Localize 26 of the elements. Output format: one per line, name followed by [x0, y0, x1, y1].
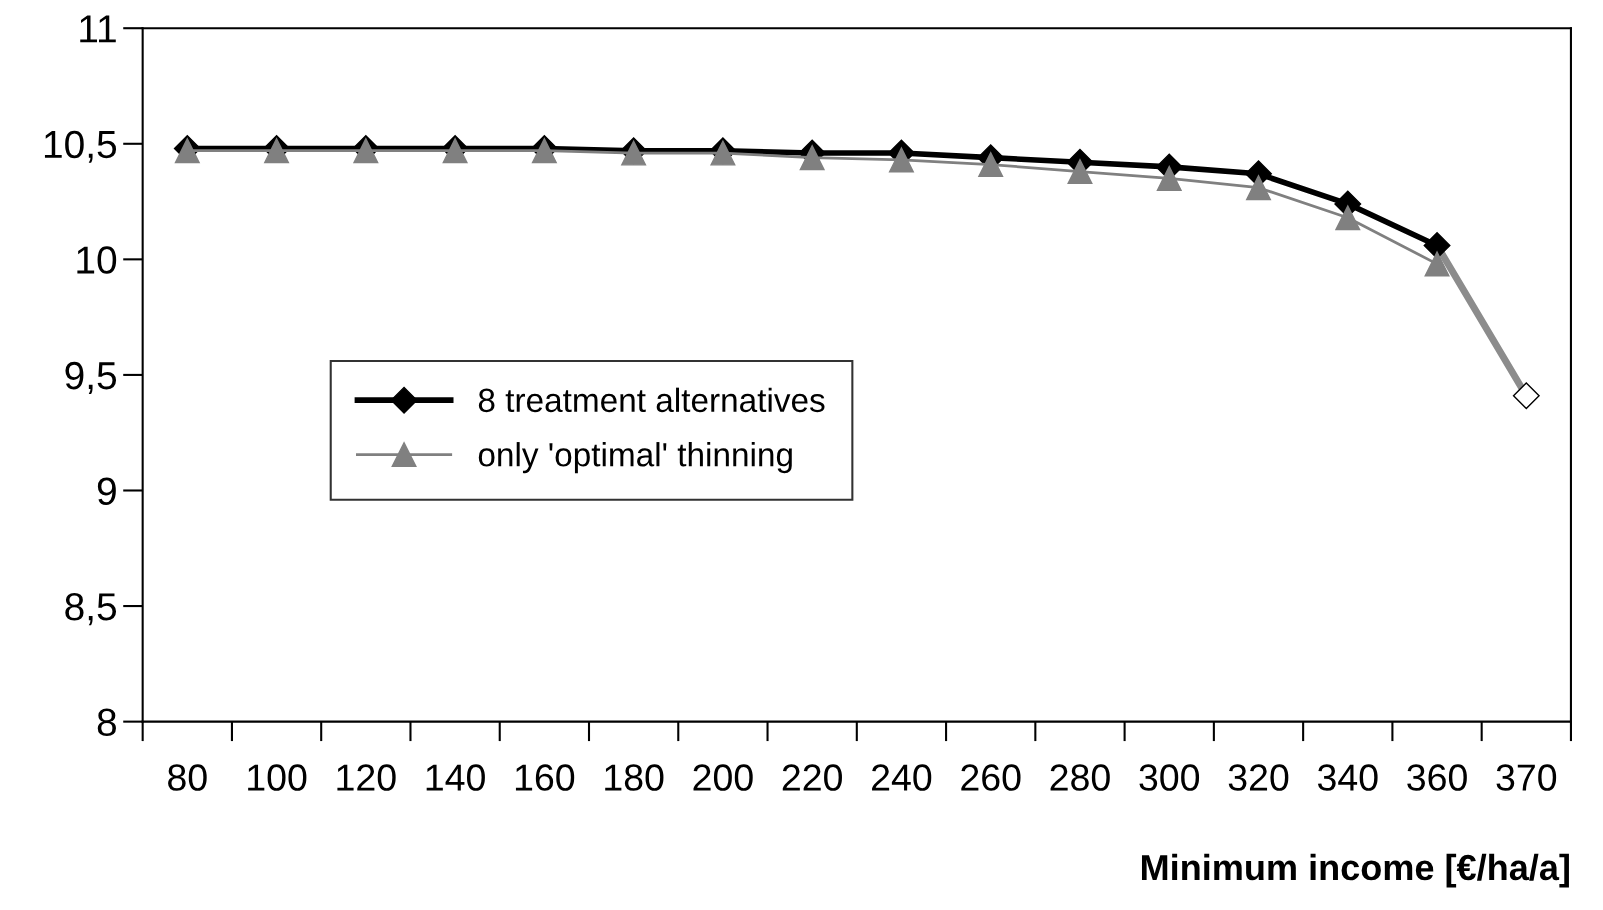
x-tick-label: 340 [1317, 764, 1378, 791]
y-tick-label: 10,5 [44, 130, 117, 163]
x-tick-label: 260 [961, 764, 1021, 791]
y-tick-label: 9,5 [65, 361, 117, 394]
x-tick-label: 280 [1050, 764, 1110, 791]
x-tick-label: 320 [1228, 764, 1289, 791]
x-tick-label: 370 [1496, 764, 1557, 791]
x-tick-label: 360 [1407, 764, 1467, 791]
x-tick-label: 220 [782, 764, 842, 791]
x-axis-title: Minimum income [€/ha/a] [1141, 853, 1569, 888]
x-tick-label: 200 [693, 764, 753, 791]
x-tick-label: 160 [515, 764, 575, 791]
x-tick-label: 80 [168, 764, 207, 791]
legend-label: only 'optimal' thinning [478, 442, 792, 474]
x-tick-label: 240 [872, 764, 932, 791]
y-tick-label: 8 [97, 708, 116, 737]
x-tick-label: 140 [426, 764, 485, 791]
x-tick-label: 120 [337, 764, 396, 791]
y-tick-label: 9 [97, 477, 116, 505]
x-tick-label: 180 [605, 764, 664, 791]
y-tick-label: 10 [77, 246, 117, 274]
x-tick-label: 300 [1139, 764, 1200, 791]
legend-label: 8 treatment alternatives [478, 387, 825, 413]
y-tick-label: 11 [80, 15, 116, 43]
y-tick-label: 8,5 [65, 593, 117, 626]
x-tick-label: 100 [248, 764, 307, 791]
